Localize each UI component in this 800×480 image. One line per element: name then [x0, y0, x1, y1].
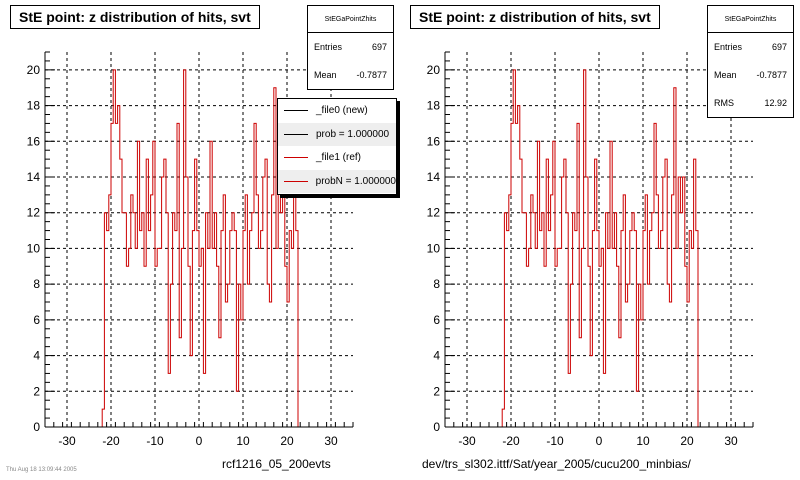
- x-tick-label: 20: [280, 434, 294, 448]
- stats-label: Mean: [714, 70, 737, 80]
- stats-box: StEGaPointZhits Entries 697 Mean -0.7877: [307, 5, 394, 90]
- y-tick-label: 14: [427, 170, 441, 184]
- timestamp-label: Thu Aug 18 13:09:44 2005: [6, 467, 77, 473]
- y-tick-label: 20: [27, 63, 41, 77]
- legend-line-black: [284, 110, 308, 112]
- x-tick-label: 10: [636, 434, 650, 448]
- stats-row-mean: Mean -0.7877: [708, 61, 793, 89]
- stats-row-rms: RMS 12.92: [708, 89, 793, 117]
- legend-entry: _file1 (ref): [278, 146, 396, 170]
- stats-name: StEGaPointZhits: [308, 6, 393, 33]
- file-label: rcf1216_05_200evts: [222, 457, 331, 471]
- x-tick-label: -30: [458, 434, 476, 448]
- y-tick-label: 20: [427, 63, 441, 77]
- stats-value: 697: [371, 42, 387, 52]
- legend-entry: probN = 1.000000: [278, 169, 396, 193]
- y-tick-label: 12: [427, 206, 441, 220]
- stats-value: 697: [771, 42, 787, 52]
- legend-line-red: [284, 180, 308, 182]
- stats-row-mean: Mean -0.7877: [308, 61, 393, 89]
- stats-label: Mean: [314, 70, 337, 80]
- x-tick-label: 0: [196, 434, 203, 448]
- x-tick-label: 0: [596, 434, 603, 448]
- y-tick-label: 6: [33, 313, 40, 327]
- legend-label: _file1 (ref): [316, 152, 362, 164]
- plot-title: StE point: z distribution of hits, svt: [410, 5, 660, 29]
- y-tick-label: 2: [33, 384, 40, 398]
- y-tick-label: 6: [433, 313, 440, 327]
- plot-title: StE point: z distribution of hits, svt: [10, 5, 260, 29]
- file-label: dev/trs_sl302.ittf/Sat/year_2005/cucu200…: [422, 457, 691, 471]
- y-tick-label: 2: [433, 384, 440, 398]
- legend-entry: prob = 1.000000: [278, 122, 396, 146]
- stats-label: RMS: [714, 98, 734, 108]
- y-tick-label: 10: [427, 241, 441, 255]
- y-tick-label: 4: [433, 349, 440, 363]
- y-tick-label: 8: [433, 277, 440, 291]
- legend-label: prob = 1.000000: [316, 128, 390, 140]
- x-tick-label: -20: [502, 434, 520, 448]
- y-tick-label: 10: [27, 241, 41, 255]
- x-tick-label: 30: [324, 434, 338, 448]
- stats-row-entries: Entries 697: [708, 33, 793, 61]
- legend: _file0 (new) prob = 1.000000 _file1 (ref…: [277, 98, 397, 195]
- y-tick-label: 0: [433, 420, 440, 434]
- y-tick-label: 16: [427, 134, 441, 148]
- x-tick-label: 30: [724, 434, 738, 448]
- x-tick-label: 20: [680, 434, 694, 448]
- x-tick-label: -10: [546, 434, 564, 448]
- legend-label: _file0 (new): [316, 105, 368, 117]
- y-tick-label: 18: [427, 99, 441, 113]
- x-tick-label: -10: [146, 434, 164, 448]
- y-tick-label: 16: [27, 134, 41, 148]
- x-tick-label: -30: [58, 434, 76, 448]
- stats-label: Entries: [714, 42, 743, 52]
- y-tick-label: 12: [27, 206, 41, 220]
- y-tick-label: 0: [33, 420, 40, 434]
- stats-name: StEGaPointZhits: [708, 6, 793, 33]
- legend-entry: _file0 (new): [278, 99, 396, 123]
- histogram-panel-right: -30 -20 -10 0 10 20 30 0 2 4 6 8 10 12 14 16 18 20 StE po…: [400, 0, 800, 480]
- y-tick-label: 14: [27, 170, 41, 184]
- stats-value: 12.92: [764, 98, 787, 108]
- stats-row-entries: Entries 697: [308, 33, 393, 61]
- histogram-series-line: [445, 69, 753, 428]
- x-tick-label: 10: [236, 434, 250, 448]
- legend-line-red: [284, 157, 308, 159]
- x-tick-label: -20: [102, 434, 120, 448]
- histogram-series-line: [45, 69, 353, 428]
- stats-label: Entries: [314, 42, 343, 52]
- y-tick-label: 8: [33, 277, 40, 291]
- legend-line-black: [284, 133, 308, 135]
- y-tick-label: 18: [27, 99, 41, 113]
- stats-box: StEGaPointZhits Entries 697 Mean -0.7877…: [707, 5, 794, 118]
- y-tick-label: 4: [33, 349, 40, 363]
- stats-value: -0.7877: [756, 70, 787, 80]
- histogram-panel-left: -30 -20 -10 0 10 20 30 0 2 4 6 8 10 12 14 16 18 20 StE po…: [6, 5, 397, 473]
- legend-label: probN = 1.000000: [315, 175, 396, 187]
- stats-value: -0.7877: [356, 70, 387, 80]
